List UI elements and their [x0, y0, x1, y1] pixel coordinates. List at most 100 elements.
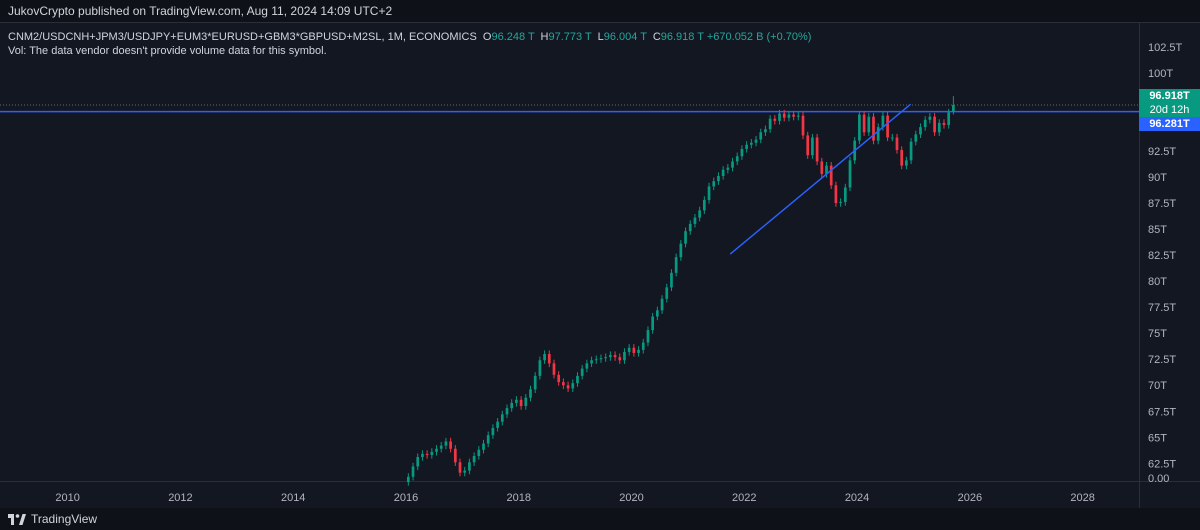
x-tick-label: 2010	[55, 492, 79, 504]
candle-body	[496, 421, 499, 428]
bar-countdown-tag: 20d 12h	[1139, 104, 1200, 117]
candle-body	[942, 122, 946, 126]
candle-body	[637, 349, 640, 353]
symbol-label[interactable]: CNM2/USDCNH+JPM3/USDJPY+EUM3*EURUSD+GBM3…	[8, 31, 477, 43]
candle-body	[519, 399, 523, 407]
candle-body	[721, 169, 725, 177]
candle-body	[421, 453, 424, 458]
candle-body	[937, 122, 941, 133]
candle-body	[848, 160, 852, 188]
chart-panel[interactable]: 102.5T100T97.5T95T92.5T90T87.5T85T82.5T8…	[0, 22, 1200, 509]
candle-body	[406, 476, 410, 483]
candle-body	[759, 132, 763, 140]
candle-body	[773, 118, 777, 121]
x-tick-label: 2024	[845, 492, 869, 504]
candle-body	[731, 161, 734, 168]
horizontal-line-price-tag: 96.281T	[1139, 117, 1200, 131]
candle-body	[613, 355, 617, 358]
candle-body	[486, 435, 490, 444]
candle-body	[477, 449, 481, 457]
volume-note: Vol: The data vendor doesn't provide vol…	[8, 45, 327, 57]
candle-body	[754, 139, 758, 143]
y-tick-label: 87.5T	[1148, 198, 1176, 210]
open-value: 96.248 T	[491, 31, 535, 43]
tradingview-logo[interactable]: TradingView	[8, 512, 97, 526]
candle-body	[641, 342, 645, 350]
candle-body	[618, 357, 622, 361]
candle-body	[660, 298, 664, 311]
candle-body	[646, 330, 650, 343]
candle-body	[717, 176, 720, 182]
candle-body	[749, 142, 753, 145]
high-key: H	[540, 31, 549, 43]
candle-body	[411, 466, 415, 477]
candle-body	[510, 402, 514, 409]
candle-body	[796, 115, 800, 117]
candle-body	[923, 119, 927, 128]
candle-body	[886, 115, 889, 138]
candle-body	[693, 217, 697, 224]
candle-body	[425, 453, 429, 455]
candle-body	[801, 115, 805, 136]
candle-body	[416, 457, 420, 467]
candle-body	[914, 134, 918, 142]
x-tick-label: 2022	[732, 492, 756, 504]
candle-body	[834, 185, 838, 204]
tradingview-logo-icon	[8, 513, 26, 525]
header-bar: JukovCrypto published on TradingView.com…	[0, 0, 1200, 22]
candle-body	[698, 210, 701, 218]
candle-body	[538, 360, 542, 376]
candle-body	[463, 470, 467, 473]
candle-body	[590, 360, 593, 364]
candle-body	[562, 382, 565, 386]
candle-body	[449, 441, 452, 449]
candle-body	[439, 445, 443, 449]
low-value: 96.004 T	[603, 31, 647, 43]
candle-body	[670, 272, 673, 288]
candle-body	[905, 160, 908, 166]
candle-body	[778, 113, 781, 121]
candle-body	[500, 414, 504, 422]
candle-body	[505, 408, 509, 415]
candle-body	[515, 399, 518, 403]
candle-body	[688, 223, 692, 232]
y-tick-label: 90T	[1148, 172, 1167, 184]
candle-body	[599, 358, 603, 360]
y-tick-label: 102.5T	[1148, 42, 1183, 54]
candle-body	[768, 118, 772, 130]
candle-body	[609, 355, 612, 358]
price-chart[interactable]: 102.5T100T97.5T95T92.5T90T87.5T85T82.5T8…	[0, 23, 1200, 509]
candle-body	[472, 456, 476, 463]
candle-body	[876, 127, 880, 141]
close-value: 96.918 T	[660, 31, 704, 43]
y-tick-label: 85T	[1148, 224, 1167, 236]
y-tick-label: 75T	[1148, 328, 1167, 340]
high-value: 97.773 T	[548, 31, 592, 43]
candle-body	[491, 427, 495, 436]
candle-body	[585, 363, 589, 369]
candle-body	[712, 181, 716, 187]
y-tick-label: 100T	[1148, 68, 1173, 80]
candle-body	[665, 287, 669, 299]
candle-body	[895, 137, 899, 150]
candle-body	[702, 199, 706, 211]
candle-body	[825, 165, 828, 174]
candle-body	[543, 354, 546, 361]
candle-body	[745, 144, 748, 149]
candle-body	[533, 375, 537, 390]
candle-body	[735, 156, 739, 162]
candle-body	[881, 115, 885, 128]
candle-body	[782, 113, 786, 118]
close-key: C	[652, 31, 661, 43]
candle-body	[792, 114, 795, 117]
candle-body	[862, 114, 866, 133]
y-tick-label: 92.5T	[1148, 146, 1176, 158]
x-tick-label: 2026	[958, 492, 982, 504]
candle-body	[571, 383, 575, 389]
candle-body	[444, 441, 448, 446]
candle-body	[919, 127, 922, 135]
candle-body	[867, 116, 871, 133]
candle-body	[909, 141, 913, 161]
candle-body	[839, 202, 842, 204]
candle-body	[524, 397, 528, 407]
